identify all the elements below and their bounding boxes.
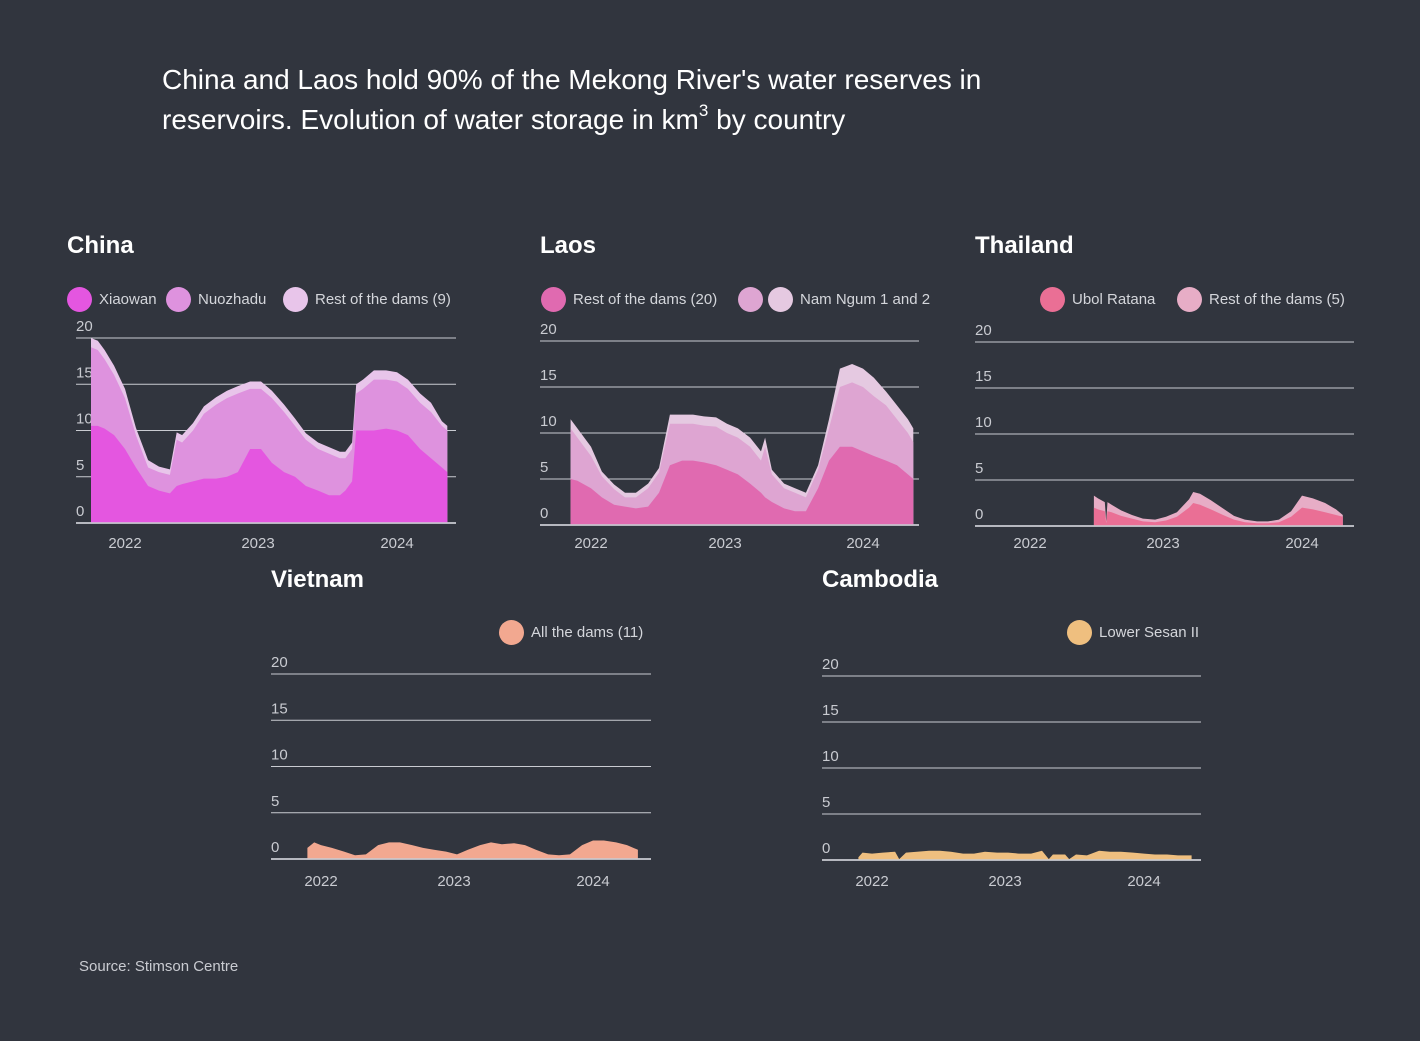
x-tick-label: 2023: [1146, 535, 1179, 552]
y-tick-label: 15: [540, 367, 557, 384]
x-tick-label: 2024: [380, 535, 413, 552]
x-tick-label: 2024: [1127, 873, 1160, 890]
title-line-2-b: by country: [708, 104, 846, 135]
legend-label: Rest of the dams (5): [1209, 291, 1345, 308]
y-tick-label: 15: [975, 368, 992, 385]
legend-item-china-2: Rest of the dams (9): [283, 287, 451, 312]
y-tick-label: 0: [975, 506, 983, 523]
legend-swatch: [283, 287, 308, 312]
title-line-2: reservoirs. Evolution of water storage i…: [162, 100, 1062, 140]
y-tick-label: 5: [975, 460, 983, 477]
legend-swatch: [768, 287, 793, 312]
y-tick-label: 10: [822, 748, 839, 765]
legend-item-thailand-0: Ubol Ratana: [1040, 287, 1155, 312]
y-tick-label: 5: [271, 793, 279, 810]
legend-swatch: [166, 287, 191, 312]
y-tick-label: 10: [271, 747, 288, 764]
legend-label: All the dams (11): [531, 624, 644, 641]
area-series-china-xiaowan: [91, 425, 448, 523]
legend-swatch: [541, 287, 566, 312]
legend-swatch: [1040, 287, 1065, 312]
legend-item-china-1: Nuozhadu: [166, 287, 266, 312]
y-tick-label: 5: [822, 794, 830, 811]
area-series-vietnam-all-the-dams-11: [307, 840, 638, 859]
x-tick-label: 2023: [437, 873, 470, 890]
x-tick-label: 2023: [241, 535, 274, 552]
y-tick-label: 20: [540, 321, 557, 338]
chart-thailand: 0 5 10 15 20 2022 2023 2024: [975, 322, 1354, 552]
area-series-laos-rest-of-the-dams-20: [570, 446, 914, 525]
source-note: Source: Stimson Centre: [79, 958, 239, 975]
y-tick-label: 20: [822, 656, 839, 673]
y-tick-label: 5: [76, 457, 84, 474]
legend-label: Ubol Ratana: [1072, 291, 1156, 308]
legend-label: Xiaowan: [99, 291, 157, 308]
title-superscript: 3: [698, 100, 709, 120]
y-tick-label: 5: [540, 459, 548, 476]
legend-swatch: [67, 287, 92, 312]
x-tick-label: 2024: [576, 873, 609, 890]
chart-title: China and Laos hold 90% of the Mekong Ri…: [162, 60, 1062, 140]
y-tick-label: 20: [76, 318, 93, 335]
y-tick-label: 20: [975, 322, 992, 339]
x-tick-label: 2023: [708, 535, 741, 552]
legend-item-cambodia-0: Lower Sesan II: [1067, 620, 1199, 645]
x-tick-label: 2022: [574, 535, 607, 552]
legend-item-laos-1: Nam Ngum 1 and 2: [768, 287, 930, 312]
chart-laos: 0 5 10 15 20 2022 2023 2024: [540, 321, 919, 552]
panel-title-thailand: Thailand: [975, 232, 1074, 259]
area-series-cambodia-lower-sesan-ii: [858, 850, 1192, 860]
legend-item-china-0: Xiaowan: [67, 287, 157, 312]
x-tick-label: 2022: [108, 535, 141, 552]
y-tick-label: 10: [975, 414, 992, 431]
area-series-thailand-rest-of-the-dams-5: [1093, 492, 1343, 526]
panel-title-cambodia: Cambodia: [822, 566, 939, 593]
y-tick-label: 15: [822, 702, 839, 719]
legend-label: Rest of the dams (20): [573, 291, 718, 308]
y-tick-label: 20: [271, 654, 288, 671]
y-tick-label: 10: [76, 411, 93, 428]
legend-label: Rest of the dams (9): [315, 291, 451, 308]
legend-swatch: [499, 620, 524, 645]
legend-swatch-laos-extra: [738, 287, 763, 312]
x-tick-label: 2022: [304, 873, 337, 890]
y-tick-label: 0: [76, 503, 84, 520]
legend-label: Lower Sesan II: [1099, 624, 1200, 641]
y-tick-label: 10: [540, 413, 557, 430]
legend-swatch: [1067, 620, 1092, 645]
legend-label: Nam Ngum 1 and 2: [800, 291, 931, 308]
x-tick-label: 2024: [846, 535, 879, 552]
y-tick-label: 15: [271, 700, 288, 717]
panel-title-vietnam: Vietnam: [271, 566, 364, 593]
area-series-thailand-ubol-ratana: [1093, 503, 1343, 526]
panel-title-china: China: [67, 232, 134, 259]
chart-vietnam: 0 5 10 15 20 2022 2023 2024: [271, 654, 651, 890]
y-tick-label: 15: [76, 364, 93, 381]
legend-label: Nuozhadu: [198, 291, 267, 308]
chart-cambodia: 0 5 10 15 20 2022 2023 2024: [822, 656, 1201, 890]
legend-item-laos-0: Rest of the dams (20): [541, 287, 717, 312]
title-line-2-a: reservoirs. Evolution of water storage i…: [162, 104, 699, 135]
x-tick-label: 2024: [1285, 535, 1318, 552]
legend-item-vietnam-0: All the dams (11): [499, 620, 643, 645]
legend-swatch: [1177, 287, 1202, 312]
x-tick-label: 2023: [988, 873, 1021, 890]
chart-china: 0 5 10 15 20 2022 2023 2024: [76, 318, 456, 552]
x-tick-label: 2022: [855, 873, 888, 890]
panel-title-laos: Laos: [540, 232, 597, 259]
y-tick-label: 0: [271, 839, 279, 856]
y-tick-label: 0: [540, 505, 548, 522]
title-line-1: China and Laos hold 90% of the Mekong Ri…: [162, 64, 982, 95]
x-tick-label: 2022: [1013, 535, 1046, 552]
legend-item-thailand-1: Rest of the dams (5): [1177, 287, 1345, 312]
y-tick-label: 0: [822, 840, 830, 857]
